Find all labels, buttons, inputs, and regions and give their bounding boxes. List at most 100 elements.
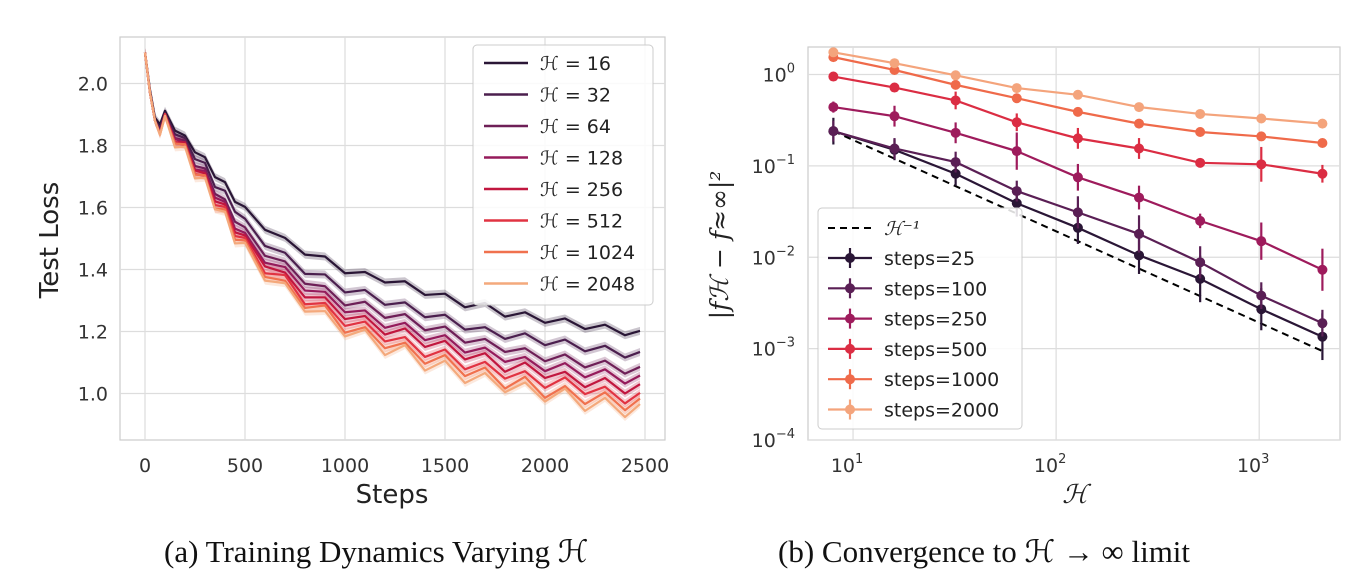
y-axis-label-a: Test Loss: [35, 182, 65, 300]
data-point: [1195, 257, 1206, 268]
legend-box-a: [472, 44, 654, 306]
data-point: [1072, 89, 1083, 100]
y-tick-exp: −3: [776, 336, 795, 351]
x-tick-label: 1500: [421, 455, 469, 477]
y-tick-exp: −4: [776, 427, 795, 442]
data-point: [1134, 250, 1145, 261]
caption-a: (a) Training Dynamics Varying ℋ: [164, 534, 589, 569]
y-tick-label: 1.2: [78, 322, 108, 344]
data-point: [1072, 133, 1083, 144]
x-tick-base: 10: [831, 455, 855, 477]
data-point: [1317, 264, 1328, 275]
y-tick-exp: −1: [776, 153, 795, 168]
legend-label: ℋ = 64: [540, 116, 611, 138]
data-point: [1072, 207, 1083, 218]
y-tick-label: 100: [763, 62, 795, 87]
legend-marker: [845, 343, 855, 354]
legend-marker: [845, 374, 855, 385]
x-tick-label: 101: [831, 452, 863, 477]
data-point: [828, 71, 839, 82]
x-tick-exp: 3: [1261, 452, 1269, 467]
legend-label: ℋ = 32: [540, 85, 611, 107]
data-point: [889, 58, 900, 69]
data-point: [950, 157, 961, 168]
x-tick-base: 10: [1237, 455, 1261, 477]
legend-label: ℋ = 16: [540, 53, 611, 75]
data-point: [1256, 113, 1267, 124]
x-axis-label-a: Steps: [356, 480, 429, 510]
data-point: [1317, 168, 1328, 179]
data-point: [1011, 186, 1022, 197]
legend-label: ℋ = 1024: [540, 242, 635, 264]
x-tick-label: 0: [139, 455, 151, 477]
series-line-0: [143, 52, 641, 337]
x-tick-exp: 1: [855, 452, 863, 467]
legend-b: ℋ⁻¹ steps=25 steps=100 steps=250 steps=500 st…: [817, 207, 1023, 430]
x-tick-label: 1000: [321, 455, 369, 477]
y-tick-label: 1.0: [78, 384, 108, 406]
y-tick-label: 10−2: [752, 244, 795, 269]
data-point: [1256, 304, 1267, 315]
data-point: [1195, 273, 1206, 284]
data-point: [889, 143, 900, 154]
panel-a-training-dynamics: 0 500 1000 1500 2000 2500 1.0 1.2 1.4 1.6 1.8 2.0 S…: [35, 36, 669, 510]
legend-label: steps=25: [884, 248, 975, 270]
data-point: [1134, 228, 1145, 239]
y-tick-base: 10: [752, 247, 776, 269]
data-point: [1011, 83, 1022, 94]
data-point: [1011, 198, 1022, 209]
legend-marker: [845, 253, 855, 263]
data-point: [1134, 143, 1145, 154]
data-point: [1134, 192, 1145, 203]
series-line-6: [143, 52, 641, 412]
legend-label: ℋ = 2048: [540, 274, 635, 296]
data-point: [1317, 137, 1328, 148]
x-tick-label: 102: [1034, 452, 1066, 477]
data-point: [950, 95, 961, 106]
data-point: [950, 79, 961, 90]
legend-label: steps=250: [884, 309, 987, 331]
data-point: [1195, 157, 1206, 168]
tick-labels-a: 0 500 1000 1500 2000 2500 1.0 1.2 1.4 1.6 1.8 2.0: [78, 74, 669, 478]
legend-label-reference: ℋ⁻¹: [884, 218, 920, 240]
y-tick-label: 1.4: [78, 260, 108, 282]
data-point: [1134, 118, 1145, 129]
x-axis-label-b: ℋ: [1062, 480, 1092, 510]
legend-a: ℋ = 16 ℋ = 32 ℋ = 64 ℋ = 128 ℋ = 256 ℋ = 512 ℋ…: [472, 44, 654, 306]
legend-label: ℋ = 256: [540, 179, 623, 201]
data-point: [1011, 146, 1022, 157]
data-point: [1317, 318, 1328, 329]
data-point: [1256, 236, 1267, 247]
x-tick-label: 500: [227, 455, 263, 477]
data-point: [1072, 172, 1083, 183]
y-tick-base: 10: [752, 430, 776, 452]
legend-marker: [845, 283, 855, 294]
x-tick-exp: 2: [1058, 452, 1066, 467]
y-tick-label: 1.8: [78, 136, 108, 158]
legend-label: steps=500: [884, 339, 987, 361]
data-point: [1317, 118, 1328, 129]
series-b: [828, 47, 1328, 361]
caption-b: (b) Convergence to ℋ → ∞ limit: [778, 534, 1191, 569]
data-point: [1256, 131, 1267, 142]
series-line-1: [143, 52, 641, 359]
data-point: [1195, 215, 1206, 226]
x-tick-label: 103: [1237, 452, 1269, 477]
data-point: [889, 111, 900, 122]
data-point: [1134, 102, 1145, 113]
y-tick-base: 10: [752, 339, 776, 361]
x-tick-base: 10: [1034, 455, 1058, 477]
data-point: [828, 47, 839, 58]
data-point: [1256, 159, 1267, 170]
y-tick-label: 2.0: [78, 74, 108, 96]
y-axis-label-b: |fℋ − f≈∞|²: [705, 171, 735, 320]
series-line-7: [143, 52, 641, 419]
y-tick-label: 1.6: [78, 198, 108, 220]
data-point: [1011, 117, 1022, 128]
legend-box-b: [817, 207, 1023, 430]
legend-label: ℋ = 128: [540, 148, 623, 170]
data-point: [1072, 106, 1083, 117]
